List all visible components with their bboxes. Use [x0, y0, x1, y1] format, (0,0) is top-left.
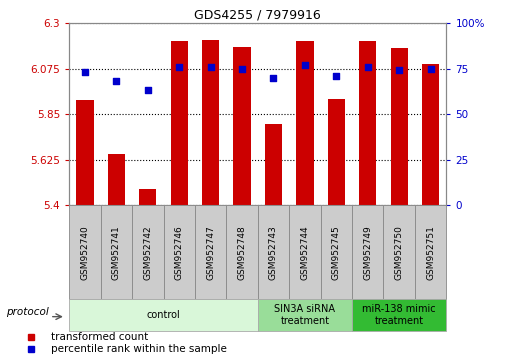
Bar [289, 205, 321, 299]
Bar [164, 205, 195, 299]
Bar [108, 154, 125, 205]
Text: transformed count: transformed count [51, 332, 149, 342]
Bar [390, 48, 408, 205]
Bar [265, 124, 282, 205]
Bar [258, 299, 352, 331]
Text: GSM952743: GSM952743 [269, 225, 278, 280]
Point [144, 88, 152, 93]
Text: GSM952746: GSM952746 [175, 225, 184, 280]
Bar [297, 41, 313, 205]
Bar [352, 299, 446, 331]
Text: GSM952748: GSM952748 [238, 225, 247, 280]
Bar [132, 205, 164, 299]
Bar [422, 63, 439, 205]
Bar [139, 189, 156, 205]
Bar [359, 41, 377, 205]
Bar [258, 205, 289, 299]
Point [426, 66, 435, 72]
Bar [415, 205, 446, 299]
Bar [76, 100, 93, 205]
Bar [226, 205, 258, 299]
Point [301, 62, 309, 68]
Point [207, 64, 215, 70]
Point [332, 73, 341, 79]
Bar [328, 99, 345, 205]
Text: GSM952747: GSM952747 [206, 225, 215, 280]
Title: GDS4255 / 7979916: GDS4255 / 7979916 [194, 9, 321, 22]
Bar [69, 205, 101, 299]
Bar [352, 205, 383, 299]
Point [364, 64, 372, 70]
Text: GSM952740: GSM952740 [81, 225, 89, 280]
Text: GSM952749: GSM952749 [363, 225, 372, 280]
Point [269, 75, 278, 80]
Bar [202, 40, 219, 205]
Text: percentile rank within the sample: percentile rank within the sample [51, 344, 227, 354]
Text: GSM952744: GSM952744 [301, 225, 309, 280]
Text: GSM952751: GSM952751 [426, 225, 435, 280]
Point [238, 66, 246, 72]
Text: SIN3A siRNA
treatment: SIN3A siRNA treatment [274, 304, 336, 326]
Bar [69, 299, 258, 331]
Bar [383, 205, 415, 299]
Text: GSM952741: GSM952741 [112, 225, 121, 280]
Bar [195, 205, 226, 299]
Point [81, 69, 89, 75]
Text: GSM952742: GSM952742 [143, 225, 152, 280]
Point [112, 79, 121, 84]
Text: miR-138 mimic
treatment: miR-138 mimic treatment [362, 304, 436, 326]
Text: protocol: protocol [6, 307, 48, 317]
Point [175, 64, 183, 70]
Text: control: control [147, 310, 181, 320]
Text: GSM952750: GSM952750 [394, 225, 404, 280]
Bar [171, 41, 188, 205]
Text: GSM952745: GSM952745 [332, 225, 341, 280]
Bar [233, 47, 251, 205]
Bar [321, 205, 352, 299]
Point [395, 68, 403, 73]
Bar [101, 205, 132, 299]
